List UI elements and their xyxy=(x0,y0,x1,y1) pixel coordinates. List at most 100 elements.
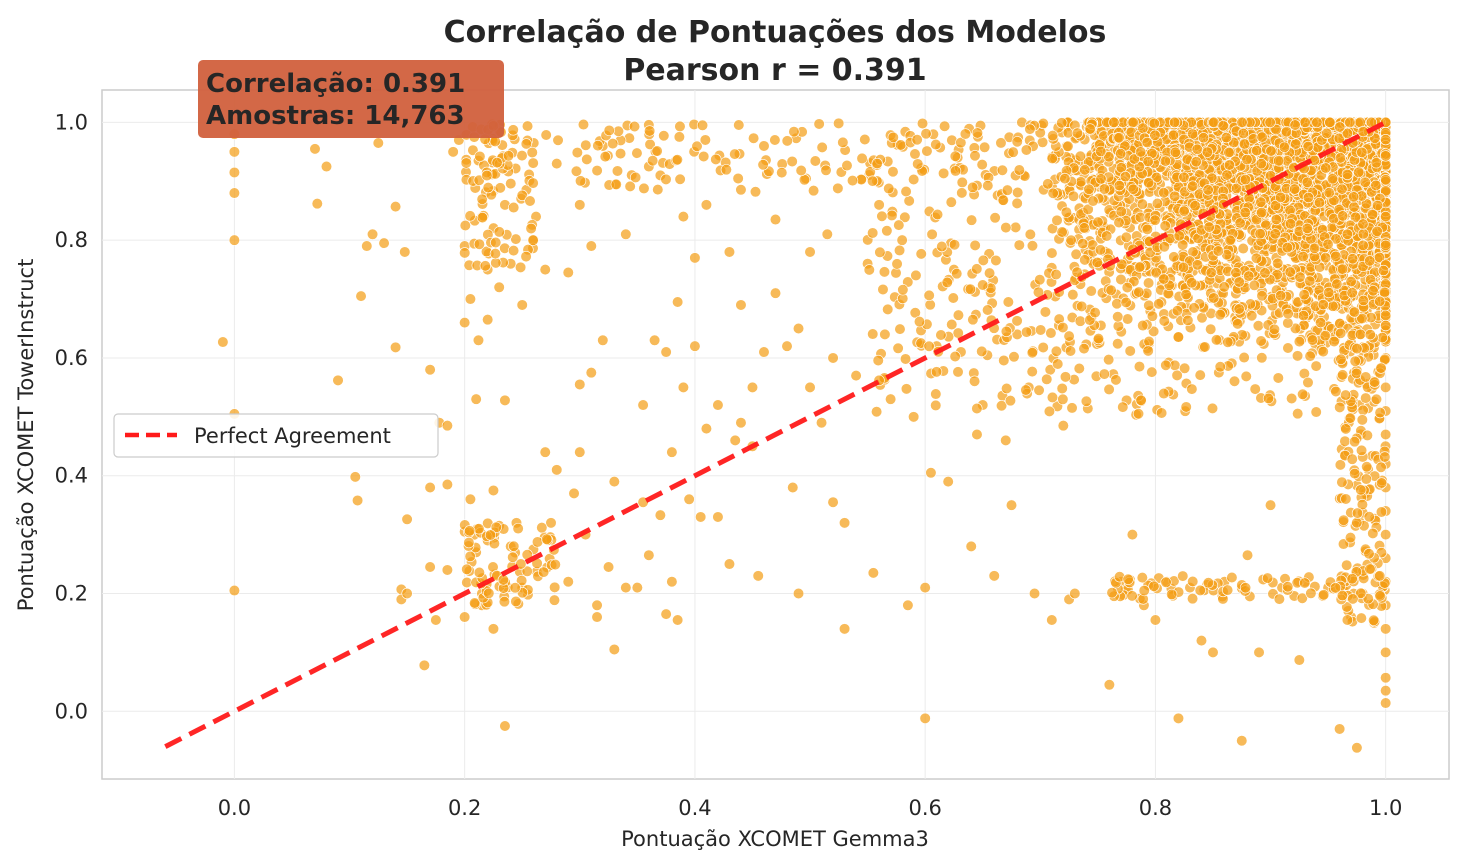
data-point xyxy=(967,181,979,194)
data-point xyxy=(507,124,519,136)
data-point xyxy=(493,226,505,238)
data-point xyxy=(473,566,485,579)
data-point xyxy=(611,165,624,177)
data-point xyxy=(1146,366,1158,378)
data-point xyxy=(424,481,436,494)
data-point xyxy=(976,159,988,171)
data-point xyxy=(1318,589,1330,601)
data-point xyxy=(996,164,1008,176)
data-point xyxy=(891,258,903,270)
data-point xyxy=(1355,484,1367,496)
data-point xyxy=(351,494,364,507)
data-point xyxy=(577,118,590,131)
data-point xyxy=(1348,306,1361,318)
data-point xyxy=(1172,712,1185,724)
data-point xyxy=(1167,129,1180,141)
data-point xyxy=(1124,345,1136,357)
data-point xyxy=(899,353,912,365)
data-point xyxy=(1113,132,1125,144)
data-point xyxy=(1373,251,1386,264)
data-point xyxy=(1135,394,1147,406)
data-point xyxy=(1344,532,1357,544)
data-point xyxy=(1351,342,1363,355)
data-point xyxy=(1122,573,1134,585)
data-point xyxy=(1171,369,1183,381)
data-point xyxy=(651,145,663,157)
data-point xyxy=(1178,205,1190,217)
annotation-line-samples: Amostras: 14,763 xyxy=(206,101,465,131)
data-point xyxy=(1205,323,1217,335)
data-point xyxy=(490,236,502,249)
data-point xyxy=(757,159,769,171)
data-point xyxy=(1354,328,1366,340)
data-point xyxy=(441,478,453,491)
data-point xyxy=(658,130,670,142)
data-point xyxy=(971,263,983,275)
data-point xyxy=(461,563,473,575)
data-point xyxy=(1010,221,1022,234)
data-point xyxy=(971,127,984,139)
data-point xyxy=(459,219,471,232)
data-point xyxy=(1380,428,1392,441)
data-point xyxy=(652,184,664,196)
data-point xyxy=(1094,244,1107,256)
data-point xyxy=(1293,654,1305,666)
data-point xyxy=(893,244,906,257)
data-point xyxy=(1188,302,1200,314)
data-point xyxy=(859,133,871,146)
data-point xyxy=(1158,273,1170,285)
data-point xyxy=(1370,393,1383,405)
data-point xyxy=(1357,404,1369,416)
data-point xyxy=(548,594,561,606)
data-point xyxy=(936,240,948,253)
data-point xyxy=(1056,382,1068,395)
data-point xyxy=(527,157,539,169)
data-point xyxy=(552,134,564,146)
data-point xyxy=(464,493,477,505)
data-point xyxy=(549,558,561,571)
data-point xyxy=(1101,230,1113,242)
data-point xyxy=(538,566,550,578)
data-point xyxy=(551,158,563,170)
data-point xyxy=(689,252,701,264)
data-point xyxy=(1142,277,1155,289)
data-point xyxy=(482,182,494,194)
data-point xyxy=(1182,314,1194,326)
data-point xyxy=(1341,168,1353,180)
data-point xyxy=(499,394,511,406)
data-point xyxy=(1330,233,1342,245)
data-point xyxy=(1261,572,1274,584)
data-point xyxy=(1051,214,1063,226)
data-point xyxy=(1113,216,1125,229)
data-point xyxy=(1077,238,1089,250)
x-axis-ticks: 0.0 0.2 0.4 0.6 0.8 1.0 xyxy=(218,796,1403,820)
data-point xyxy=(1228,375,1241,387)
data-point xyxy=(1226,571,1238,584)
data-point xyxy=(399,246,411,258)
data-point xyxy=(945,196,957,208)
data-point xyxy=(1134,261,1146,273)
data-point xyxy=(1001,184,1014,196)
data-point xyxy=(1275,191,1287,203)
data-point xyxy=(531,536,544,548)
data-point xyxy=(1346,287,1358,299)
data-point xyxy=(1321,127,1333,139)
data-point xyxy=(1069,587,1081,600)
data-point xyxy=(1334,401,1346,413)
data-point xyxy=(969,150,981,162)
data-point xyxy=(949,150,961,162)
data-point xyxy=(1103,151,1115,163)
data-point xyxy=(1328,335,1340,348)
data-point xyxy=(1301,176,1313,188)
data-point xyxy=(524,195,536,207)
data-point xyxy=(879,328,891,340)
data-point xyxy=(1356,312,1368,325)
y-tick-label: 0.0 xyxy=(55,699,88,723)
data-point xyxy=(1047,130,1059,142)
data-point xyxy=(1347,253,1359,265)
data-point xyxy=(1052,358,1064,370)
data-point xyxy=(1026,240,1039,252)
data-point xyxy=(1237,242,1249,255)
data-point xyxy=(1305,587,1317,599)
y-tick-label: 0.4 xyxy=(55,464,88,488)
